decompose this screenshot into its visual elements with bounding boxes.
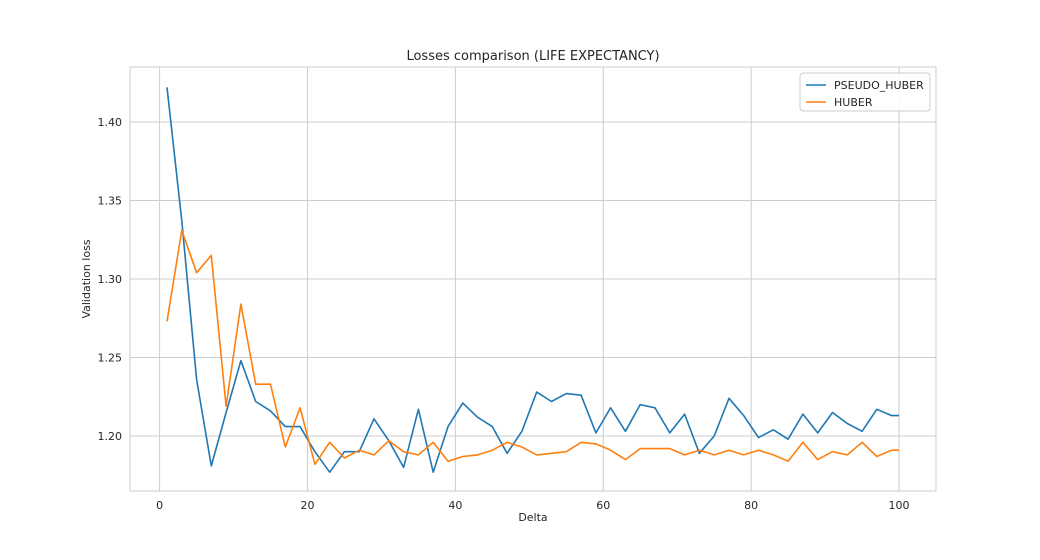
legend-label: HUBER (834, 96, 873, 109)
series-line-huber (166, 229, 899, 466)
y-tick-label: 1.35 (98, 194, 123, 207)
series-line-pseudo-huber (166, 87, 899, 474)
y-tick-label: 1.25 (98, 352, 123, 365)
x-axis-ticks: 0 20 40 60 80 100 (156, 499, 909, 512)
chart-title: Losses comparison (LIFE EXPECTANCY) (406, 49, 659, 64)
y-tick-label: 1.20 (98, 430, 123, 443)
x-tick-label: 60 (596, 499, 610, 512)
y-tick-label: 1.30 (98, 273, 123, 286)
y-axis-ticks: 1.20 1.25 1.30 1.35 1.40 (98, 116, 123, 443)
x-tick-label: 20 (300, 499, 314, 512)
plot-area-frame (129, 66, 937, 492)
legend-box (799, 72, 931, 112)
x-tick-label: 40 (448, 499, 462, 512)
x-tick-label: 80 (744, 499, 758, 512)
x-tick-label: 0 (156, 499, 163, 512)
series-lines (166, 87, 899, 474)
legend-label: PSEUDO_HUBER (834, 79, 924, 92)
legend: PSEUDO_HUBER HUBER (799, 72, 931, 112)
grid-lines (130, 67, 936, 491)
y-tick-label: 1.40 (98, 116, 123, 129)
x-axis-label: Delta (518, 511, 547, 524)
x-tick-label: 100 (889, 499, 910, 512)
y-axis-label: Validation loss (80, 239, 93, 318)
